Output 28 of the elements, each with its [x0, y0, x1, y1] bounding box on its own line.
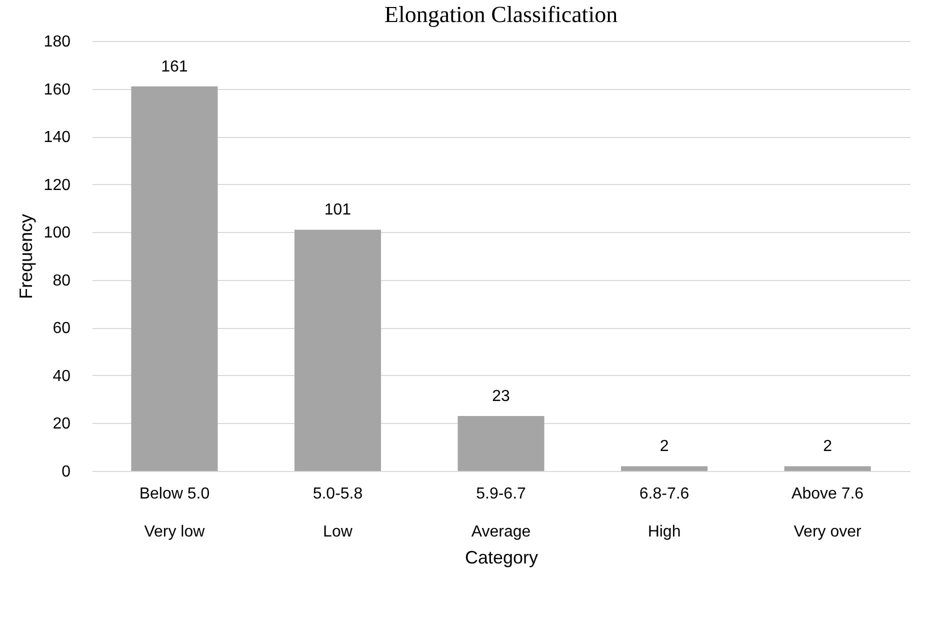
y-tick-label: 120 [44, 176, 71, 194]
data-label: 2 [660, 438, 669, 456]
y-axis-title: Frequency [16, 214, 36, 300]
category-label: 5.9-6.7 Average [471, 486, 531, 540]
y-tick-label: 160 [44, 81, 71, 98]
y-tick-label: 40 [52, 368, 71, 385]
y-tick-label: 60 [52, 320, 71, 338]
y-tick-label: 100 [44, 224, 71, 242]
data-label: 161 [161, 58, 188, 76]
category-label: Below 5.0 Very low [139, 486, 210, 540]
data-label: 2 [823, 438, 832, 456]
chart-title: Elongation Classification [384, 2, 618, 27]
data-label: 101 [324, 202, 352, 219]
y-tick-label: 20 [52, 416, 71, 433]
bar [131, 86, 218, 471]
y-tick-label: 180 [44, 34, 71, 50]
y-tick-label: 0 [62, 464, 71, 480]
category-label: Above 7.6 Very over [792, 486, 864, 540]
category-label: 5.0-5.8 Low [312, 486, 363, 540]
x-axis-title: Category [464, 548, 538, 568]
bar [784, 466, 871, 471]
y-tick-label: 140 [44, 129, 71, 146]
bar [294, 230, 381, 471]
bar [458, 416, 544, 471]
bar [621, 466, 708, 471]
data-label: 23 [492, 388, 510, 406]
y-tick-label: 80 [52, 272, 71, 290]
category-label: 6.8-7.6 High [639, 486, 690, 540]
